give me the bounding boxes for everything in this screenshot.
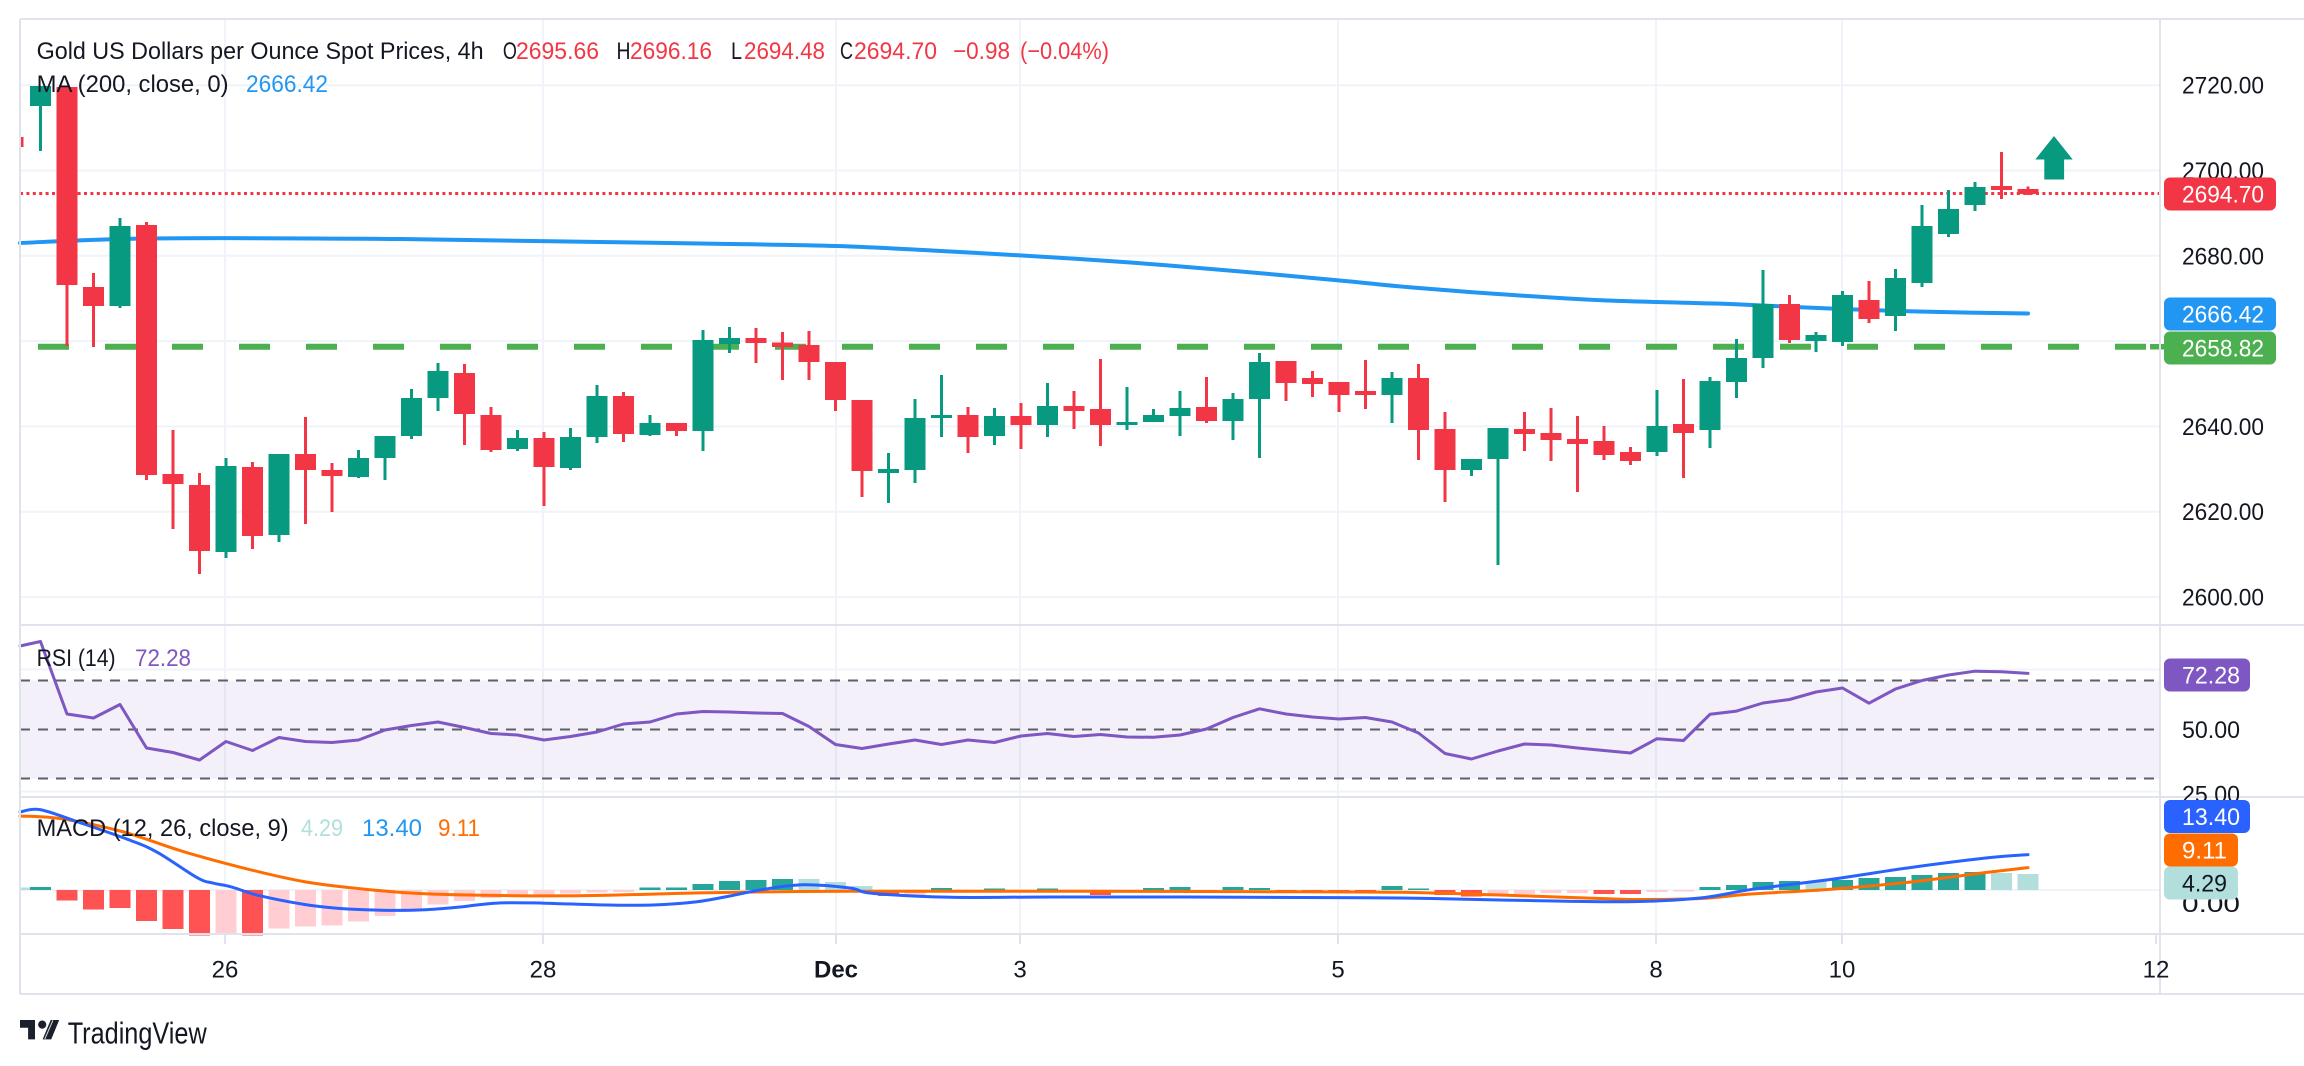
- svg-text:5: 5: [1331, 957, 1344, 984]
- svg-text:10: 10: [1829, 957, 1856, 984]
- svg-text:C: C: [840, 38, 853, 65]
- svg-text:8: 8: [1649, 957, 1662, 984]
- svg-text:2720.00: 2720.00: [2182, 73, 2264, 100]
- svg-text:MACD (12, 26, close, 9): MACD (12, 26, close, 9): [37, 815, 289, 842]
- svg-text:2640.00: 2640.00: [2182, 414, 2264, 441]
- svg-text:2694.48: 2694.48: [744, 38, 825, 65]
- svg-text:26: 26: [212, 957, 239, 984]
- svg-text:H: H: [617, 38, 631, 65]
- svg-text:4.29: 4.29: [301, 815, 343, 842]
- svg-text:(−0.04%): (−0.04%): [1020, 38, 1109, 65]
- svg-text:2694.70: 2694.70: [2182, 182, 2264, 209]
- svg-text:9.11: 9.11: [2182, 838, 2227, 865]
- svg-text:2666.42: 2666.42: [2182, 302, 2264, 329]
- svg-text:13.40: 13.40: [362, 815, 422, 842]
- svg-text:MA (200, close, 0): MA (200, close, 0): [37, 71, 229, 98]
- svg-text:28: 28: [530, 957, 557, 984]
- svg-text:9.11: 9.11: [438, 815, 480, 842]
- svg-text:L: L: [731, 38, 742, 65]
- svg-text:RSI (14): RSI (14): [37, 645, 116, 672]
- svg-text:4.29: 4.29: [2182, 871, 2227, 898]
- svg-text:12: 12: [2143, 957, 2170, 984]
- svg-text:−0.98: −0.98: [953, 38, 1010, 65]
- svg-text:2694.70: 2694.70: [854, 38, 937, 65]
- svg-text:O: O: [503, 38, 517, 65]
- svg-text:13.40: 13.40: [2182, 804, 2240, 831]
- svg-text:2620.00: 2620.00: [2182, 499, 2264, 526]
- svg-text:2658.82: 2658.82: [2182, 336, 2264, 363]
- svg-text:Gold US Dollars per Ounce Spot: Gold US Dollars per Ounce Spot Prices, 4…: [37, 38, 484, 65]
- svg-text:Dec: Dec: [814, 957, 858, 984]
- svg-text:72.28: 72.28: [2182, 663, 2240, 690]
- svg-text:2696.16: 2696.16: [630, 38, 712, 65]
- svg-text:2666.42: 2666.42: [246, 71, 328, 98]
- svg-text:3: 3: [1013, 957, 1026, 984]
- svg-text:2680.00: 2680.00: [2182, 243, 2264, 270]
- svg-text:50.00: 50.00: [2182, 717, 2240, 744]
- svg-text:72.28: 72.28: [135, 645, 191, 672]
- svg-text:TradingView: TradingView: [68, 1016, 207, 1051]
- svg-text:2695.66: 2695.66: [516, 38, 599, 65]
- svg-text:2600.00: 2600.00: [2182, 585, 2264, 612]
